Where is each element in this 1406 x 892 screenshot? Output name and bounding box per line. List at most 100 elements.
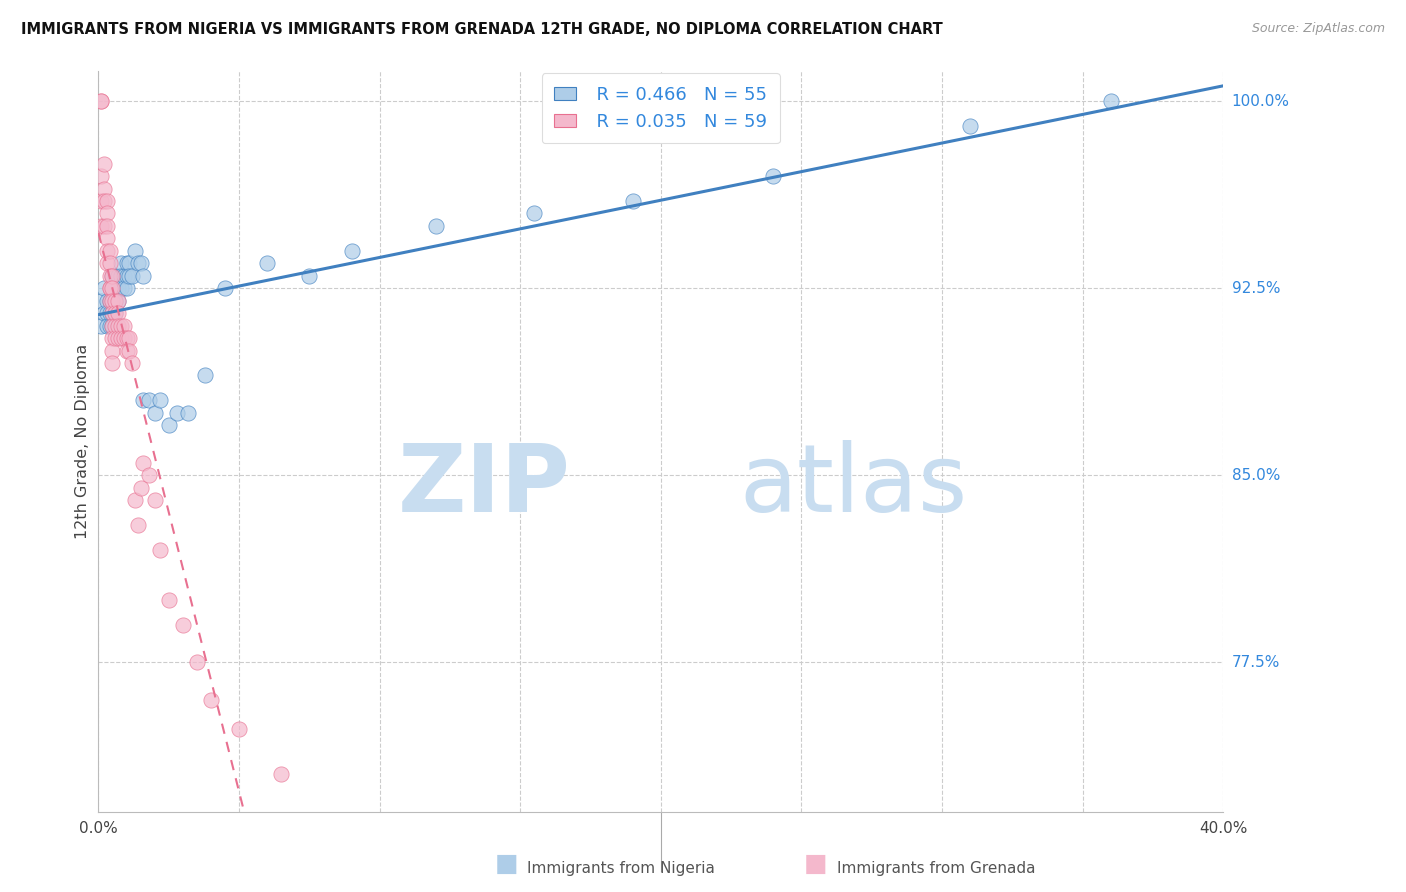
Point	[98, 281, 121, 295]
Point	[124, 493, 146, 508]
Point	[118, 268, 141, 283]
Point	[340, 244, 363, 258]
Point	[959, 119, 981, 133]
Text: Immigrants from Grenada: Immigrants from Grenada	[837, 861, 1035, 876]
Point	[118, 343, 141, 358]
Point	[104, 293, 127, 308]
Point	[107, 268, 129, 283]
Point	[107, 306, 129, 320]
Point	[101, 318, 124, 333]
Point	[121, 268, 143, 283]
Point	[110, 268, 132, 283]
Text: 85.0%: 85.0%	[1232, 467, 1279, 483]
Point	[107, 318, 129, 333]
Point	[101, 281, 124, 295]
Point	[112, 268, 135, 283]
Point	[107, 293, 129, 308]
Text: Source: ZipAtlas.com: Source: ZipAtlas.com	[1251, 22, 1385, 36]
Point	[1099, 95, 1122, 109]
Point	[112, 281, 135, 295]
Point	[93, 306, 115, 320]
Point	[96, 206, 118, 220]
Point	[104, 293, 127, 308]
Point	[98, 268, 121, 283]
Point	[96, 318, 118, 333]
Point	[157, 418, 180, 433]
Point	[101, 268, 124, 283]
Point	[101, 293, 124, 308]
Point	[107, 281, 129, 295]
Point	[129, 256, 152, 270]
Text: 100.0%: 100.0%	[1232, 94, 1289, 109]
Text: Immigrants from Nigeria: Immigrants from Nigeria	[527, 861, 716, 876]
Point	[101, 331, 124, 345]
Point	[143, 493, 166, 508]
Point	[101, 306, 124, 320]
Point	[425, 219, 447, 233]
Text: ■: ■	[804, 852, 827, 876]
Point	[118, 331, 141, 345]
Point	[200, 692, 222, 706]
Point	[90, 219, 112, 233]
Point	[149, 543, 172, 558]
Point	[93, 156, 115, 170]
Point	[110, 331, 132, 345]
Point	[90, 95, 112, 109]
Legend:   R = 0.466   N = 55,   R = 0.035   N = 59: R = 0.466 N = 55, R = 0.035 N = 59	[541, 73, 780, 144]
Point	[115, 281, 138, 295]
Point	[157, 592, 180, 607]
Point	[110, 256, 132, 270]
Point	[101, 318, 124, 333]
Point	[96, 256, 118, 270]
Y-axis label: 12th Grade, No Diploma: 12th Grade, No Diploma	[75, 344, 90, 539]
Text: atlas: atlas	[740, 440, 967, 532]
Point	[110, 318, 132, 333]
Point	[98, 244, 121, 258]
Point	[177, 406, 200, 420]
Point	[93, 194, 115, 208]
Point	[101, 281, 124, 295]
Point	[112, 318, 135, 333]
Point	[129, 481, 152, 495]
Point	[132, 393, 155, 408]
Point	[166, 406, 188, 420]
Point	[104, 318, 127, 333]
Point	[298, 268, 321, 283]
Point	[256, 256, 278, 270]
Point	[98, 306, 121, 320]
Point	[270, 767, 292, 781]
Text: ZIP: ZIP	[398, 440, 571, 532]
Point	[98, 281, 121, 295]
Point	[98, 293, 121, 308]
Point	[90, 293, 112, 308]
Point	[118, 256, 141, 270]
Point	[90, 318, 112, 333]
Point	[93, 219, 115, 233]
Point	[107, 293, 129, 308]
Point	[98, 293, 121, 308]
Point	[104, 306, 127, 320]
Text: IMMIGRANTS FROM NIGERIA VS IMMIGRANTS FROM GRENADA 12TH GRADE, NO DIPLOMA CORREL: IMMIGRANTS FROM NIGERIA VS IMMIGRANTS FR…	[21, 22, 943, 37]
Point	[101, 268, 124, 283]
Point	[124, 244, 146, 258]
Point	[93, 181, 115, 195]
Point	[101, 343, 124, 358]
Point	[98, 256, 121, 270]
Point	[98, 318, 121, 333]
Point	[90, 194, 112, 208]
Point	[228, 723, 250, 737]
Point	[115, 331, 138, 345]
Point	[138, 468, 160, 483]
Point	[214, 281, 236, 295]
Text: 77.5%: 77.5%	[1232, 655, 1279, 670]
Point	[90, 169, 112, 183]
Point	[762, 169, 785, 183]
Point	[621, 194, 644, 208]
Point	[104, 268, 127, 283]
Point	[101, 306, 124, 320]
Point	[115, 343, 138, 358]
Point	[96, 244, 118, 258]
Point	[132, 456, 155, 470]
Point	[138, 393, 160, 408]
Point	[96, 293, 118, 308]
